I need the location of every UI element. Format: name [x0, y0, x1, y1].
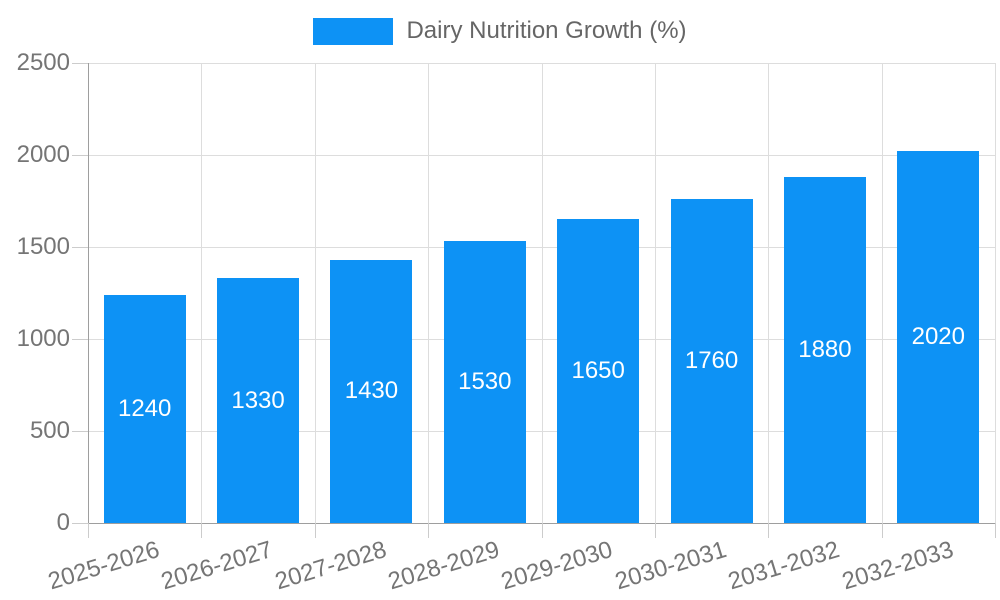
gridline-v [428, 63, 429, 523]
bar-value-label: 1330 [231, 386, 285, 414]
y-tick-label: 2000 [16, 141, 70, 168]
plot-area: 1240 1330 1430 1530 1650 1760 1880 2020 [88, 63, 996, 524]
y-tick-label: 1500 [16, 233, 70, 260]
x-tick-label: 2029-2030 [498, 536, 617, 596]
gridline-h [88, 247, 995, 248]
x-tick-label: 2030-2031 [611, 536, 730, 596]
bar[interactable]: 1330 [217, 278, 300, 523]
bar[interactable]: 2020 [897, 151, 980, 523]
y-tick-label: 1000 [16, 325, 70, 352]
x-tick [201, 523, 203, 538]
y-tick-label: 2500 [16, 49, 70, 76]
bar-value-label: 2020 [911, 323, 965, 351]
y-tick [72, 523, 88, 524]
y-axis-line [88, 63, 89, 523]
bar-value-label: 1430 [344, 377, 399, 405]
x-tick-label: 2028-2029 [385, 536, 503, 596]
x-tick [995, 523, 996, 538]
bar[interactable]: 1650 [557, 219, 640, 523]
x-tick [314, 523, 316, 538]
x-tick-label: 2032-2033 [838, 536, 957, 596]
bar[interactable]: 1430 [330, 259, 413, 523]
x-tick-label: 2025-2026 [44, 536, 163, 596]
gridline-v [655, 63, 656, 523]
x-tick [88, 523, 89, 538]
bar[interactable]: 1760 [670, 199, 753, 523]
y-tick [72, 431, 88, 432]
y-tick [72, 339, 88, 340]
bar-value-label: 1240 [117, 394, 172, 422]
y-tick-label: 500 [29, 417, 70, 444]
bar[interactable]: 1530 [443, 241, 526, 523]
bar[interactable]: 1880 [783, 177, 866, 523]
legend[interactable]: Dairy Nutrition Growth (%) [0, 15, 1000, 47]
x-tick-label: 2026-2027 [158, 536, 276, 596]
x-tick [881, 523, 883, 538]
legend-swatch [313, 17, 394, 45]
x-tick-label: 2027-2028 [271, 536, 390, 596]
x-tick [428, 523, 430, 538]
x-tick [768, 523, 770, 538]
gridline-v [201, 63, 202, 523]
bar-value-label: 1760 [684, 347, 739, 375]
gridline-v [542, 63, 543, 523]
x-tick [654, 523, 656, 538]
gridline-h [88, 339, 995, 340]
gridline-v [768, 63, 769, 523]
bar-value-label: 1650 [571, 357, 625, 385]
bar-value-label: 1530 [458, 368, 512, 396]
bar-value-label: 1880 [798, 336, 852, 364]
y-tick [72, 155, 88, 156]
gridline-v [882, 63, 883, 523]
x-tick [541, 523, 543, 538]
y-tick-label: 0 [56, 509, 70, 536]
gridline-h [88, 63, 995, 64]
gridline-h [88, 155, 995, 156]
x-tick-label: 2031-2032 [725, 536, 843, 596]
y-tick [72, 247, 88, 248]
gridline-v [995, 63, 996, 523]
gridline-h [88, 431, 995, 432]
bar[interactable]: 1240 [103, 294, 186, 523]
gridline-v [315, 63, 316, 523]
legend-label: Dairy Nutrition Growth (%) [406, 17, 687, 44]
y-tick [72, 63, 88, 64]
